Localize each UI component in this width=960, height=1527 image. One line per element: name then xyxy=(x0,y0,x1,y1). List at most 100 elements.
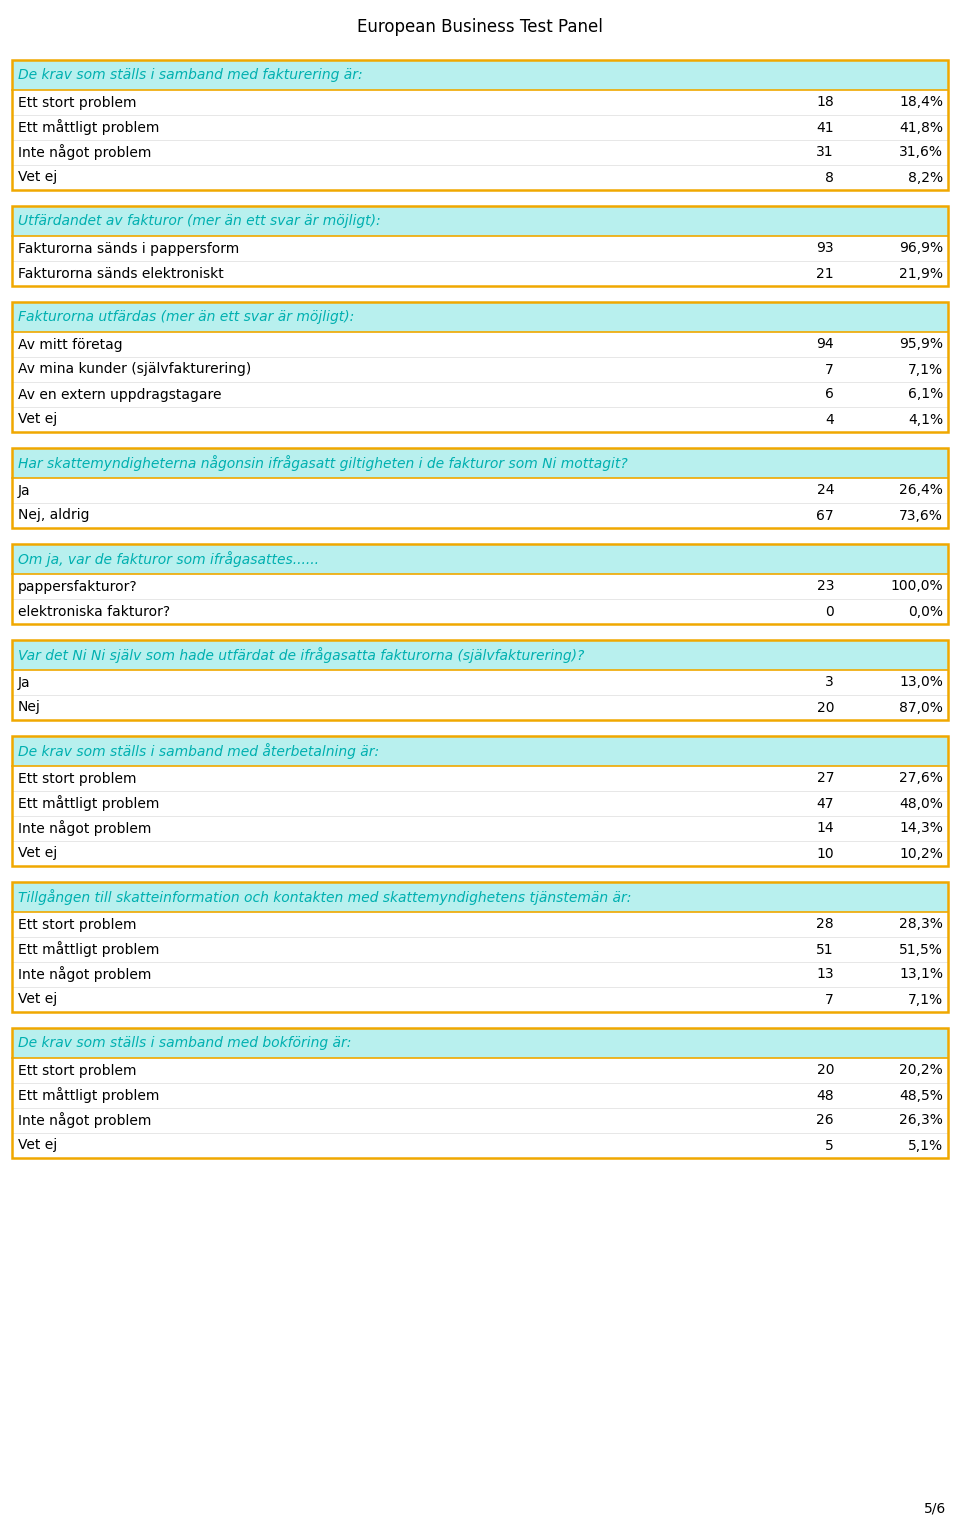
Bar xyxy=(12,883,948,912)
Text: 26,3%: 26,3% xyxy=(900,1113,943,1127)
Bar xyxy=(12,1028,948,1058)
Text: 13,1%: 13,1% xyxy=(899,968,943,982)
Text: Fakturorna sänds i pappersform: Fakturorna sänds i pappersform xyxy=(18,241,239,255)
Text: 87,0%: 87,0% xyxy=(900,701,943,715)
Text: De krav som ställs i samband med återbetalning är:: De krav som ställs i samband med återbet… xyxy=(18,744,379,759)
Bar xyxy=(12,640,948,670)
Text: 20: 20 xyxy=(817,1063,834,1078)
Text: 48,5%: 48,5% xyxy=(900,1089,943,1102)
Text: Av mitt företag: Av mitt företag xyxy=(18,337,123,351)
Bar xyxy=(12,302,948,331)
Text: 4,1%: 4,1% xyxy=(908,412,943,426)
Text: 24: 24 xyxy=(817,484,834,498)
Text: 5/6: 5/6 xyxy=(924,1501,946,1515)
Text: Av mina kunder (självfakturering): Av mina kunder (självfakturering) xyxy=(18,362,252,377)
Text: 94: 94 xyxy=(816,337,834,351)
Text: Ett stort problem: Ett stort problem xyxy=(18,96,136,110)
Bar xyxy=(12,206,948,286)
Text: Av en extern uppdragstagare: Av en extern uppdragstagare xyxy=(18,388,222,402)
Bar xyxy=(12,60,948,90)
Bar xyxy=(12,60,948,189)
Text: 10,2%: 10,2% xyxy=(900,846,943,861)
Bar xyxy=(12,640,948,721)
Text: Vet ej: Vet ej xyxy=(18,1139,58,1153)
Text: 13: 13 xyxy=(816,968,834,982)
Bar xyxy=(12,447,948,528)
Text: Ett stort problem: Ett stort problem xyxy=(18,771,136,785)
Text: 3: 3 xyxy=(826,675,834,690)
Text: 18,4%: 18,4% xyxy=(899,96,943,110)
Text: 5: 5 xyxy=(826,1139,834,1153)
Text: Ett måttligt problem: Ett måttligt problem xyxy=(18,1087,159,1104)
Bar xyxy=(12,544,948,625)
Text: 51,5%: 51,5% xyxy=(900,942,943,956)
Text: 28: 28 xyxy=(816,918,834,931)
Text: 47: 47 xyxy=(817,797,834,811)
Text: Inte något problem: Inte något problem xyxy=(18,820,152,837)
Text: 18: 18 xyxy=(816,96,834,110)
Text: 7: 7 xyxy=(826,993,834,1006)
Text: 28,3%: 28,3% xyxy=(900,918,943,931)
Bar xyxy=(12,1028,948,1157)
Text: 100,0%: 100,0% xyxy=(890,580,943,594)
Bar xyxy=(12,640,948,721)
Text: De krav som ställs i samband med fakturering är:: De krav som ställs i samband med fakture… xyxy=(18,69,363,82)
Text: 8,2%: 8,2% xyxy=(908,171,943,185)
Text: 0: 0 xyxy=(826,605,834,618)
Text: Utfärdandet av fakturor (mer än ett svar är möjligt):: Utfärdandet av fakturor (mer än ett svar… xyxy=(18,214,380,228)
Text: Vet ej: Vet ej xyxy=(18,412,58,426)
Text: 7,1%: 7,1% xyxy=(908,993,943,1006)
Bar xyxy=(12,883,948,1012)
Bar xyxy=(12,544,948,574)
Text: 41,8%: 41,8% xyxy=(899,121,943,134)
Text: 20,2%: 20,2% xyxy=(900,1063,943,1078)
Text: 96,9%: 96,9% xyxy=(899,241,943,255)
Text: Om ja, var de fakturor som ifrågasattes......: Om ja, var de fakturor som ifrågasattes.… xyxy=(18,551,319,567)
Text: Inte något problem: Inte något problem xyxy=(18,1113,152,1128)
Text: 41: 41 xyxy=(816,121,834,134)
Text: 8: 8 xyxy=(826,171,834,185)
Bar xyxy=(12,736,948,767)
Text: Nej: Nej xyxy=(18,701,41,715)
Text: Ett måttligt problem: Ett måttligt problem xyxy=(18,796,159,811)
Text: 13,0%: 13,0% xyxy=(900,675,943,690)
Text: 7: 7 xyxy=(826,362,834,377)
Text: 20: 20 xyxy=(817,701,834,715)
Bar xyxy=(12,736,948,866)
Bar xyxy=(12,447,948,478)
Text: Ett stort problem: Ett stort problem xyxy=(18,1063,136,1078)
Text: 67: 67 xyxy=(816,508,834,522)
Text: 48: 48 xyxy=(816,1089,834,1102)
Bar xyxy=(12,206,948,237)
Text: Vet ej: Vet ej xyxy=(18,171,58,185)
Text: Inte något problem: Inte något problem xyxy=(18,145,152,160)
Text: 7,1%: 7,1% xyxy=(908,362,943,377)
Text: Nej, aldrig: Nej, aldrig xyxy=(18,508,89,522)
Text: Fakturorna utfärdas (mer än ett svar är möjligt):: Fakturorna utfärdas (mer än ett svar är … xyxy=(18,310,354,324)
Text: pappersfakturor?: pappersfakturor? xyxy=(18,580,137,594)
Text: Inte något problem: Inte något problem xyxy=(18,967,152,982)
Text: 26: 26 xyxy=(816,1113,834,1127)
Bar xyxy=(12,736,948,866)
Bar xyxy=(12,883,948,1012)
Text: Ja: Ja xyxy=(18,675,31,690)
Text: 4: 4 xyxy=(826,412,834,426)
Text: Ja: Ja xyxy=(18,484,31,498)
Text: 21: 21 xyxy=(816,267,834,281)
Text: 6: 6 xyxy=(826,388,834,402)
Text: European Business Test Panel: European Business Test Panel xyxy=(357,18,603,37)
Text: Har skattemyndigheterna någonsin ifrågasatt giltigheten i de fakturor som Ni mot: Har skattemyndigheterna någonsin ifrågas… xyxy=(18,455,628,470)
Text: 48,0%: 48,0% xyxy=(900,797,943,811)
Bar xyxy=(12,447,948,528)
Text: 31,6%: 31,6% xyxy=(899,145,943,159)
Text: Ett måttligt problem: Ett måttligt problem xyxy=(18,942,159,957)
Text: 51: 51 xyxy=(816,942,834,956)
Bar xyxy=(12,302,948,432)
Text: Var det Ni Ni själv som hade utfärdat de ifrågasatta fakturorna (självfakturerin: Var det Ni Ni själv som hade utfärdat de… xyxy=(18,647,585,663)
Bar xyxy=(12,544,948,625)
Text: 26,4%: 26,4% xyxy=(900,484,943,498)
Text: 23: 23 xyxy=(817,580,834,594)
Text: 27: 27 xyxy=(817,771,834,785)
Bar xyxy=(12,302,948,432)
Text: 5,1%: 5,1% xyxy=(908,1139,943,1153)
